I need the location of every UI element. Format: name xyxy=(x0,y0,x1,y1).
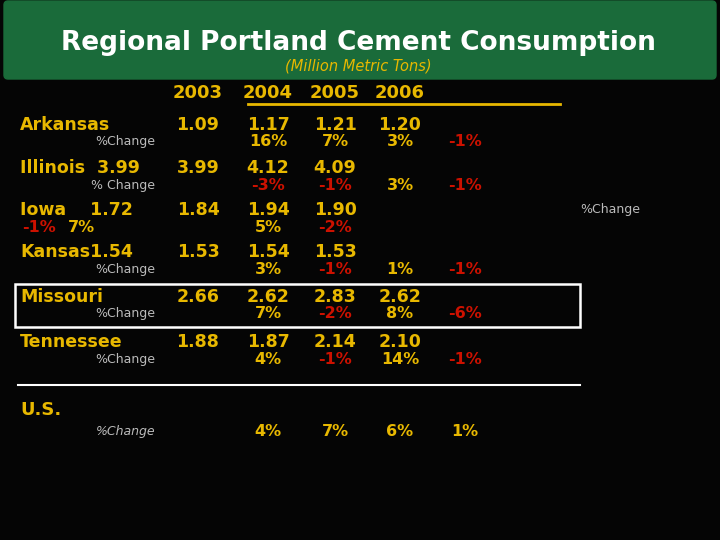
Text: 3%: 3% xyxy=(387,134,413,150)
Text: 4.09: 4.09 xyxy=(314,159,356,177)
Text: %Change: %Change xyxy=(95,136,155,148)
Text: 1.90: 1.90 xyxy=(314,201,356,219)
Text: 1.87: 1.87 xyxy=(247,333,289,351)
Text: 5%: 5% xyxy=(254,219,282,234)
Text: Illinois  3.99: Illinois 3.99 xyxy=(20,159,140,177)
Text: -1%: -1% xyxy=(318,261,352,276)
Text: %Change: %Change xyxy=(95,307,155,321)
FancyBboxPatch shape xyxy=(4,1,716,79)
Text: 3%: 3% xyxy=(254,261,282,276)
Text: 1.53: 1.53 xyxy=(314,243,356,261)
Text: Regional Portland Cement Consumption: Regional Portland Cement Consumption xyxy=(60,30,655,56)
Text: Kansas1.54: Kansas1.54 xyxy=(20,243,133,261)
Text: %Change: %Change xyxy=(95,262,155,275)
Text: Arkansas: Arkansas xyxy=(20,116,110,134)
Text: 2005: 2005 xyxy=(310,84,360,102)
Text: -1%: -1% xyxy=(318,352,352,367)
Text: -1%: -1% xyxy=(448,134,482,150)
Text: 1.53: 1.53 xyxy=(176,243,220,261)
Text: 1.21: 1.21 xyxy=(314,116,356,134)
Text: -1%: -1% xyxy=(318,178,352,192)
Text: Tennessee: Tennessee xyxy=(20,333,122,351)
Text: 2.66: 2.66 xyxy=(176,288,220,306)
Text: 1.09: 1.09 xyxy=(176,116,220,134)
Text: U.S.: U.S. xyxy=(20,401,61,419)
Text: 1.88: 1.88 xyxy=(176,333,220,351)
Text: 1.17: 1.17 xyxy=(247,116,289,134)
Text: 1%: 1% xyxy=(387,261,413,276)
Text: 7%: 7% xyxy=(68,219,95,234)
Text: 4%: 4% xyxy=(254,352,282,367)
Bar xyxy=(15,284,580,327)
Text: 7%: 7% xyxy=(254,307,282,321)
Text: 2.83: 2.83 xyxy=(314,288,356,306)
Text: (Million Metric Tons): (Million Metric Tons) xyxy=(284,58,431,73)
Text: 3%: 3% xyxy=(387,178,413,192)
Text: -1%: -1% xyxy=(448,261,482,276)
Text: 1%: 1% xyxy=(451,424,479,440)
Text: -6%: -6% xyxy=(448,307,482,321)
Text: 4.12: 4.12 xyxy=(247,159,289,177)
Text: -1%: -1% xyxy=(448,178,482,192)
Text: 2006: 2006 xyxy=(375,84,425,102)
Text: 14%: 14% xyxy=(381,352,419,367)
Text: Missouri: Missouri xyxy=(20,288,103,306)
Text: 1.54: 1.54 xyxy=(247,243,289,261)
Text: -1%: -1% xyxy=(22,219,55,234)
Text: -1%: -1% xyxy=(448,352,482,367)
Text: 2.14: 2.14 xyxy=(314,333,356,351)
Text: %Change: %Change xyxy=(95,353,155,366)
Text: -2%: -2% xyxy=(318,219,352,234)
Text: Iowa    1.72: Iowa 1.72 xyxy=(20,201,133,219)
Text: 2003: 2003 xyxy=(173,84,223,102)
Text: 2.62: 2.62 xyxy=(246,288,289,306)
Text: %Change: %Change xyxy=(95,426,155,438)
Text: 3.99: 3.99 xyxy=(176,159,220,177)
Text: 4%: 4% xyxy=(254,424,282,440)
Text: 1.20: 1.20 xyxy=(379,116,421,134)
Text: 2.10: 2.10 xyxy=(379,333,421,351)
Text: -2%: -2% xyxy=(318,307,352,321)
Text: 6%: 6% xyxy=(387,424,413,440)
Text: % Change: % Change xyxy=(91,179,155,192)
Text: 2.62: 2.62 xyxy=(379,288,421,306)
Text: 7%: 7% xyxy=(321,424,348,440)
Text: %Change: %Change xyxy=(580,204,640,217)
Text: 8%: 8% xyxy=(387,307,413,321)
Text: 16%: 16% xyxy=(249,134,287,150)
Text: 2004: 2004 xyxy=(243,84,293,102)
Text: 1.94: 1.94 xyxy=(247,201,289,219)
Text: 1.84: 1.84 xyxy=(176,201,220,219)
Text: -3%: -3% xyxy=(251,178,285,192)
Text: 7%: 7% xyxy=(321,134,348,150)
